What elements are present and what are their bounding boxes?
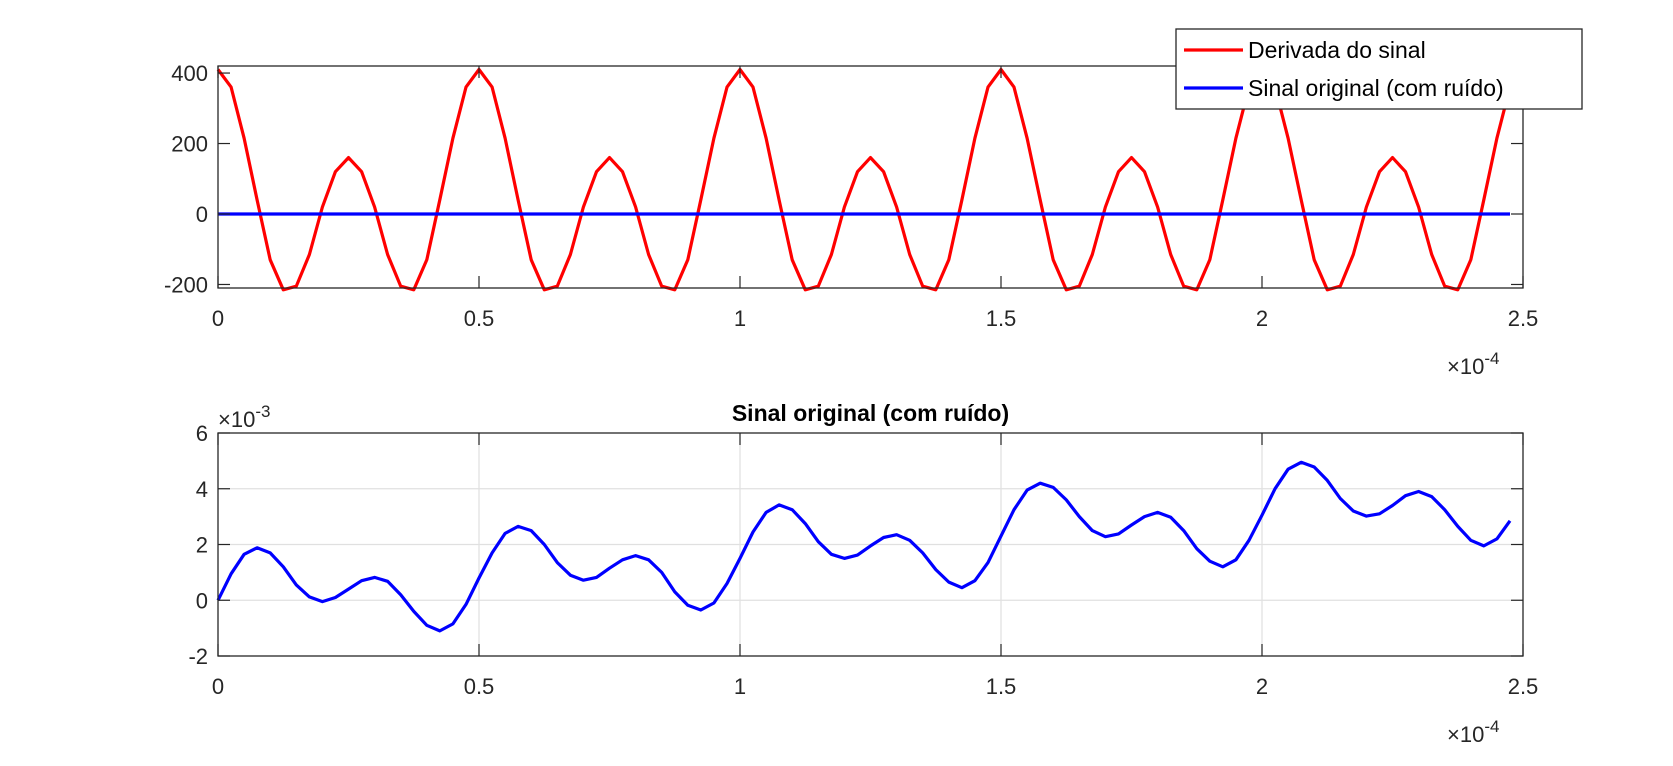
bottom-x-tick-label: 0 (212, 674, 224, 699)
bottom-x-tick-label: 1 (734, 674, 746, 699)
bottom-ticks (217, 432, 1524, 657)
bottom-y-tick-label: 2 (196, 533, 208, 558)
top-x-tick-label: 0.5 (464, 306, 495, 331)
bottom-y-exponent: ×10-3 (218, 402, 270, 432)
top-axes-box (217, 65, 1524, 289)
top-x-tick-label: 1 (734, 306, 746, 331)
top-x-tick-label: 2.5 (1508, 306, 1539, 331)
bottom-x-tick-label: 0.5 (464, 674, 495, 699)
bottom-series-line-0 (216, 460, 1512, 633)
top-x-tick-label: 0 (212, 306, 224, 331)
top-y-tick-label: -200 (164, 272, 208, 297)
top-series-line-0 (216, 67, 1512, 292)
bottom-x-tick-label: 2.5 (1508, 674, 1539, 699)
legend-entry-0: Derivada do sinal (1248, 37, 1426, 63)
bottom-y-tick-label: 4 (196, 477, 208, 502)
bottom-y-tick-label: -2 (188, 644, 208, 669)
bottom-y-tick-labels: -2 0 2 4 6 (188, 421, 208, 669)
legend-entry-1: Sinal original (com ruído) (1248, 75, 1504, 101)
bottom-x-tick-label: 2 (1256, 674, 1268, 699)
bottom-y-exponent-value: -3 (255, 402, 270, 421)
legend: Derivada do sinal Sinal original (com ruí… (1175, 28, 1583, 110)
top-y-tick-label: 400 (171, 61, 208, 86)
bottom-x-tick-label: 1.5 (986, 674, 1017, 699)
bottom-y-tick-label: 6 (196, 421, 208, 446)
bottom-x-exponent-value: -4 (1484, 717, 1499, 736)
top-series-group (216, 67, 1512, 292)
top-y-tick-label: 0 (196, 202, 208, 227)
legend-box (1175, 28, 1583, 110)
top-x-tick-labels: 0 0.5 1 1.5 2 2.5 (212, 306, 1538, 331)
bottom-y-tick-label: 0 (196, 588, 208, 613)
top-y-tick-label: 200 (171, 132, 208, 157)
bottom-grid (218, 433, 1523, 656)
bottom-series-group (216, 460, 1512, 633)
top-x-tick-label: 2 (1256, 306, 1268, 331)
bottom-x-tick-labels: 0 0.5 1 1.5 2 2.5 (212, 674, 1538, 699)
bottom-y-exponent-label: ×10-3 (218, 402, 270, 432)
bottom-chart-title: Sinal original (com ruído) (732, 400, 1009, 426)
top-y-tick-labels: -200 0 200 400 (164, 61, 208, 297)
top-x-tick-label: 1.5 (986, 306, 1017, 331)
top-x-exponent-value: -4 (1484, 349, 1499, 368)
